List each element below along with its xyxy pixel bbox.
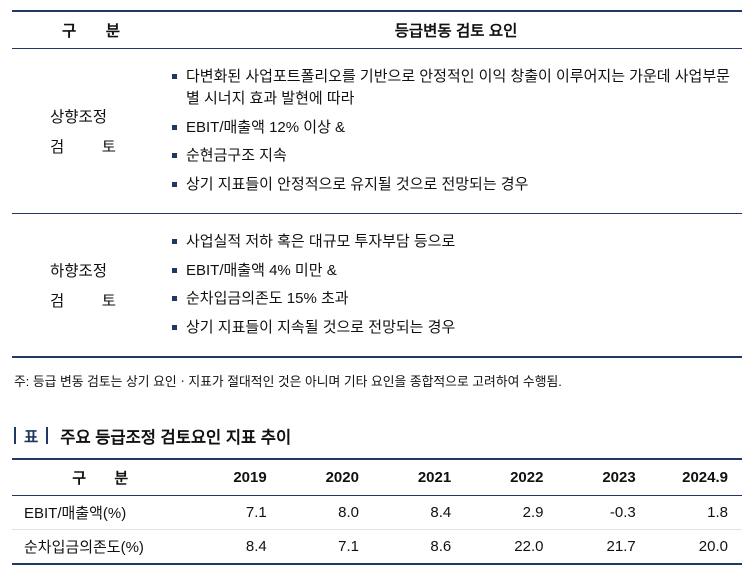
downgrade-bullet-list: 사업실적 저하 혹은 대규모 투자부담 등으로 EBIT/매출액 4% 미만 &… xyxy=(170,214,742,356)
metric-value: 22.0 xyxy=(465,528,558,564)
upgrade-row-label: 상향조정 검 토 xyxy=(12,49,170,213)
bullet-item: 다변화된 사업포트폴리오를 기반으로 안정적인 이익 창출이 이루어지는 가운데… xyxy=(170,66,734,110)
metric-value: 7.1 xyxy=(245,503,267,521)
title-right-bar-icon xyxy=(46,427,49,445)
footnote: 주: 등급 변동 검토는 상기 요인ㆍ지표가 절대적인 것은 아니며 기타 요인… xyxy=(14,373,562,389)
metric-value: 8.4 xyxy=(188,528,281,564)
bullet-text: 상기 지표들이 지속될 것으로 전망되는 경우 xyxy=(186,319,456,336)
bullet-square-icon xyxy=(172,124,177,130)
year-header: 2022 xyxy=(465,458,558,496)
upgrade-bullet-list: 다변화된 사업포트폴리오를 기반으로 안정적인 이익 창출이 이루어지는 가운데… xyxy=(170,49,742,213)
rating-factors-table-header: 구 분 등급변동 검토 요인 xyxy=(12,12,742,49)
rating-factors-table: 구 분 등급변동 검토 요인 상향조정 검 토 다변화된 사업포트폴리오를 기반… xyxy=(12,10,742,358)
metric-value: 2.9 xyxy=(522,503,544,521)
bullet-text: EBIT/매출액 12% 이상 & xyxy=(186,118,346,136)
metric-value: 21.7 xyxy=(557,528,650,564)
bullet-square-icon xyxy=(172,153,177,159)
factors-header-label: 등급변동 검토 요인 xyxy=(394,23,518,40)
downgrade-row-label: 하향조정 검 토 xyxy=(12,214,170,356)
bullet-square-icon xyxy=(172,182,177,187)
bullet-square-icon xyxy=(172,267,177,273)
metric-value: 7.1 xyxy=(280,528,373,564)
downgrade-review-row: 하향조정 검 토 사업실적 저하 혹은 대규모 투자부담 등으로 EBIT/매출… xyxy=(12,212,742,356)
bullet-text: 사업실적 저하 혹은 대규모 투자부담 등으로 xyxy=(186,232,456,250)
metrics-category-header-label: 구 분 xyxy=(72,469,129,487)
downgrade-label-line1: 하향조정 xyxy=(50,262,108,280)
metric-row-label: 순차입금의존도(%) xyxy=(12,528,189,564)
bullet-item: EBIT/매출액 12% 이상 & xyxy=(170,117,734,139)
upgrade-label-line2: 검 토 xyxy=(50,138,116,156)
metric-value: 8.0 xyxy=(338,503,359,521)
table-tag-label: 표 xyxy=(24,428,39,446)
year-header: 2021 xyxy=(372,458,466,496)
year-header: 2020 xyxy=(280,458,373,496)
bullet-text: 순현금구조 지속 xyxy=(186,147,287,165)
category-header-cell: 구 분 xyxy=(12,19,170,41)
metric-row-ebit: EBIT/매출액(%) 7.1 8.0 8.4 2.9 -0.3 1.8 xyxy=(12,495,742,529)
year-header: 2019 xyxy=(188,458,281,496)
factors-header-cell: 등급변동 검토 요인 xyxy=(170,19,742,41)
metric-value: 8.4 xyxy=(430,503,452,521)
bullet-square-icon xyxy=(172,325,177,330)
bullet-item: EBIT/매출액 4% 미만 & xyxy=(170,260,734,282)
metrics-category-header: 구 분 xyxy=(12,458,189,496)
downgrade-label-line2: 검 토 xyxy=(50,292,116,310)
metric-row-netdebt: 순차입금의존도(%) 8.4 7.1 8.6 22.0 21.7 20.0 xyxy=(12,528,742,564)
bullet-square-icon xyxy=(172,296,177,302)
bullet-item: 순차입금의존도 15% 초과 xyxy=(170,288,734,310)
category-header-label: 구 분 xyxy=(62,23,120,40)
bullet-item: 순현금구조 지속 xyxy=(170,145,734,167)
metric-value: 1.8 xyxy=(707,503,728,521)
year-header: 2023 xyxy=(557,458,650,496)
metric-value: -0.3 xyxy=(609,503,636,521)
metric-value: 8.6 xyxy=(372,528,466,564)
bullet-item: 상기 지표들이 안정적으로 유지될 것으로 전망되는 경우 xyxy=(170,174,734,196)
bullet-item: 사업실적 저하 혹은 대규모 투자부담 등으로 xyxy=(170,231,734,253)
metrics-table-titlebar: 표 주요 등급조정 검토요인 지표 추이 xyxy=(14,424,742,448)
metrics-table: 구 분 2019 2020 2021 2022 2023 2024.9 EBIT… xyxy=(12,457,742,565)
bullet-text: 순차입금의존도 15% 초과 xyxy=(186,290,349,308)
metrics-table-title: 주요 등급조정 검토요인 지표 추이 xyxy=(60,428,292,447)
bullet-text: 다변화된 사업포트폴리오를 기반으로 안정적인 이익 창출이 이루어지는 가운데… xyxy=(186,68,730,107)
bullet-square-icon xyxy=(172,74,177,79)
bullet-square-icon xyxy=(172,238,177,244)
title-left-bar-icon xyxy=(14,427,16,445)
metric-row-label: EBIT/매출액(%) xyxy=(24,504,127,522)
bullet-item: 상기 지표들이 지속될 것으로 전망되는 경우 xyxy=(170,317,734,339)
metric-value: 20.0 xyxy=(649,528,742,564)
year-header: 2024.9 xyxy=(649,458,742,496)
metrics-header-row: 구 분 2019 2020 2021 2022 2023 2024.9 xyxy=(12,458,742,496)
bullet-text: 상기 지표들이 안정적으로 유지될 것으로 전망되는 경우 xyxy=(186,176,529,193)
bullet-text: EBIT/매출액 4% 미만 & xyxy=(186,261,337,279)
upgrade-review-row: 상향조정 검 토 다변화된 사업포트폴리오를 기반으로 안정적인 이익 창출이 … xyxy=(12,49,742,213)
upgrade-label-line1: 상향조정 xyxy=(50,108,108,126)
